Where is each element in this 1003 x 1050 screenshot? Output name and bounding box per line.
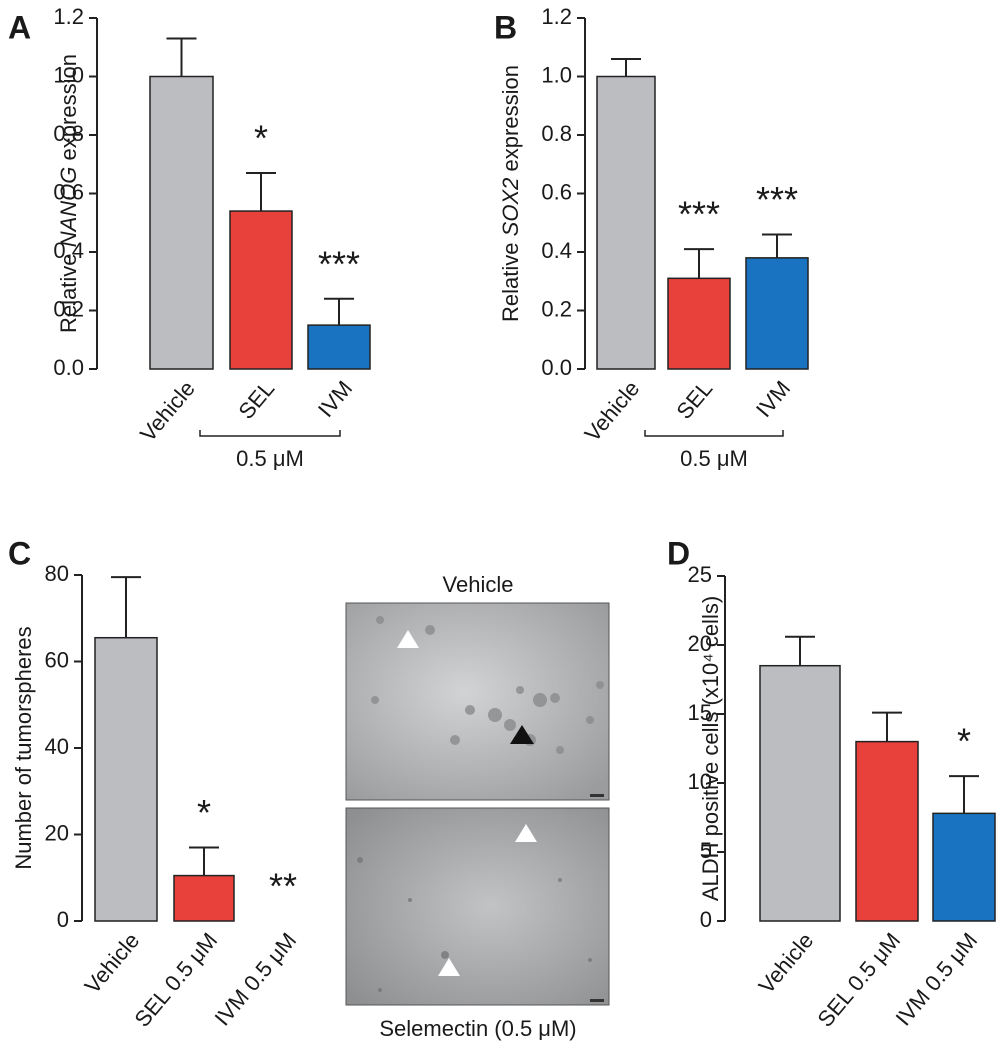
x-tick-label: Vehicle (754, 928, 819, 998)
significance: *** (678, 194, 720, 235)
bar (229, 210, 293, 370)
y-tick-label: 40 (45, 734, 69, 759)
arrowhead (397, 630, 419, 648)
significance: * (197, 792, 211, 833)
bar (759, 664, 841, 922)
y-tick-label: 25 (688, 562, 712, 587)
y-tick-label: 0.6 (541, 179, 572, 204)
y-axis-label-part: Relative (56, 253, 81, 332)
panel-letter: C (8, 535, 31, 571)
y-tick-label: 0.4 (53, 238, 84, 263)
panel-letter: D (667, 535, 690, 571)
y-tick-label: 0.0 (541, 355, 572, 380)
error-bar (611, 57, 641, 77)
y-tick-label: 0 (57, 907, 69, 932)
x-tick-label: SEL (671, 376, 717, 424)
y-tick-label: 1.0 (53, 62, 84, 87)
x-tick-label: Vehicle (80, 928, 145, 998)
y-tick-label: 0.2 (53, 296, 84, 321)
panel-letter: B (494, 9, 517, 45)
group-label: 0.5 μM (236, 446, 304, 471)
error-bar (324, 297, 354, 326)
significance: * (957, 721, 971, 762)
y-tick-label: 1.2 (53, 4, 84, 29)
bar (855, 740, 919, 922)
y-tick-label: 0.4 (541, 238, 572, 263)
y-tick-label: 80 (45, 561, 69, 586)
y-axis-label-part: NANOG (56, 167, 81, 248)
arrowhead (515, 824, 537, 842)
x-tick-label: Vehicle (135, 376, 200, 446)
y-tick-label: 1.0 (541, 62, 572, 87)
y-tick-label: 0 (700, 907, 712, 932)
bar (932, 812, 996, 922)
y-tick-label: 0.2 (541, 296, 572, 321)
image (345, 807, 610, 1006)
bar (667, 277, 731, 370)
bar (596, 75, 656, 370)
y-axis-label: Relative NANOG expression (56, 54, 81, 333)
error-bar (111, 576, 141, 638)
y-tick-label: 0.8 (541, 121, 572, 146)
error-bar (949, 775, 979, 814)
x-tick-label: IVM (313, 376, 357, 422)
y-tick-label: 10 (688, 769, 712, 794)
y-axis-label: Relative SOX2 expression (498, 65, 523, 322)
significance: ** (269, 866, 297, 907)
error-bar (166, 37, 197, 77)
y-tick-label: 0.0 (53, 355, 84, 380)
y-tick-label: 20 (45, 820, 69, 845)
micrograph-caption: Vehicle (443, 572, 514, 597)
error-bar (246, 172, 276, 212)
y-tick-label: 15 (688, 700, 712, 725)
y-axis-label-part: Number of tumorspheres (11, 626, 36, 869)
x-tick-label: IVM (751, 376, 795, 422)
arrowhead (510, 725, 534, 744)
y-tick-label: 20 (688, 631, 712, 656)
image (345, 602, 610, 801)
arrowhead (438, 958, 460, 976)
micrograph-vehicle (345, 602, 610, 801)
y-tick-label: 0.6 (53, 179, 84, 204)
spheres (357, 857, 592, 992)
micrograph-selemectin (345, 807, 610, 1006)
bar (307, 324, 371, 370)
y-axis-label-part: SOX2 (498, 178, 523, 237)
group-label: 0.5 μM (680, 446, 748, 471)
y-tick-label: 0.8 (53, 121, 84, 146)
error-bar (684, 248, 714, 279)
y-tick-label: 5 (700, 838, 712, 863)
x-tick-label: SEL (233, 376, 279, 424)
scale-bar (590, 999, 604, 1002)
error-bar (785, 635, 815, 666)
x-tick-label: Vehicle (580, 376, 645, 446)
bar (745, 257, 809, 370)
y-axis-label: ALDH positive cells (x10⁴ cells) (698, 596, 723, 901)
bar (94, 636, 158, 922)
y-axis-label-part: Relative (498, 242, 523, 321)
group-bracket (644, 430, 784, 437)
significance: *** (756, 179, 798, 220)
error-bar (762, 233, 792, 258)
y-axis-label-part: ALDH positive cells (x10⁴ cells) (698, 596, 723, 901)
micrograph-caption: Selemectin (0.5 μM) (379, 1016, 576, 1041)
significance: *** (318, 243, 360, 284)
scale-bar (590, 794, 604, 797)
significance: * (254, 118, 268, 159)
x-tick-label: IVM 0.5 μM (210, 928, 302, 1031)
group-bracket (199, 430, 341, 437)
error-bar (189, 846, 219, 876)
spheres (371, 616, 604, 754)
y-axis-label: Number of tumorspheres (11, 626, 36, 869)
y-tick-label: 1.2 (541, 4, 572, 29)
y-tick-label: 60 (45, 647, 69, 672)
y-axis-label-part: expression (498, 65, 523, 171)
bar (173, 874, 235, 922)
bar (149, 75, 214, 370)
error-bar (872, 711, 902, 742)
y-axis-label-part: expression (56, 54, 81, 160)
panel-letter: A (8, 9, 31, 45)
